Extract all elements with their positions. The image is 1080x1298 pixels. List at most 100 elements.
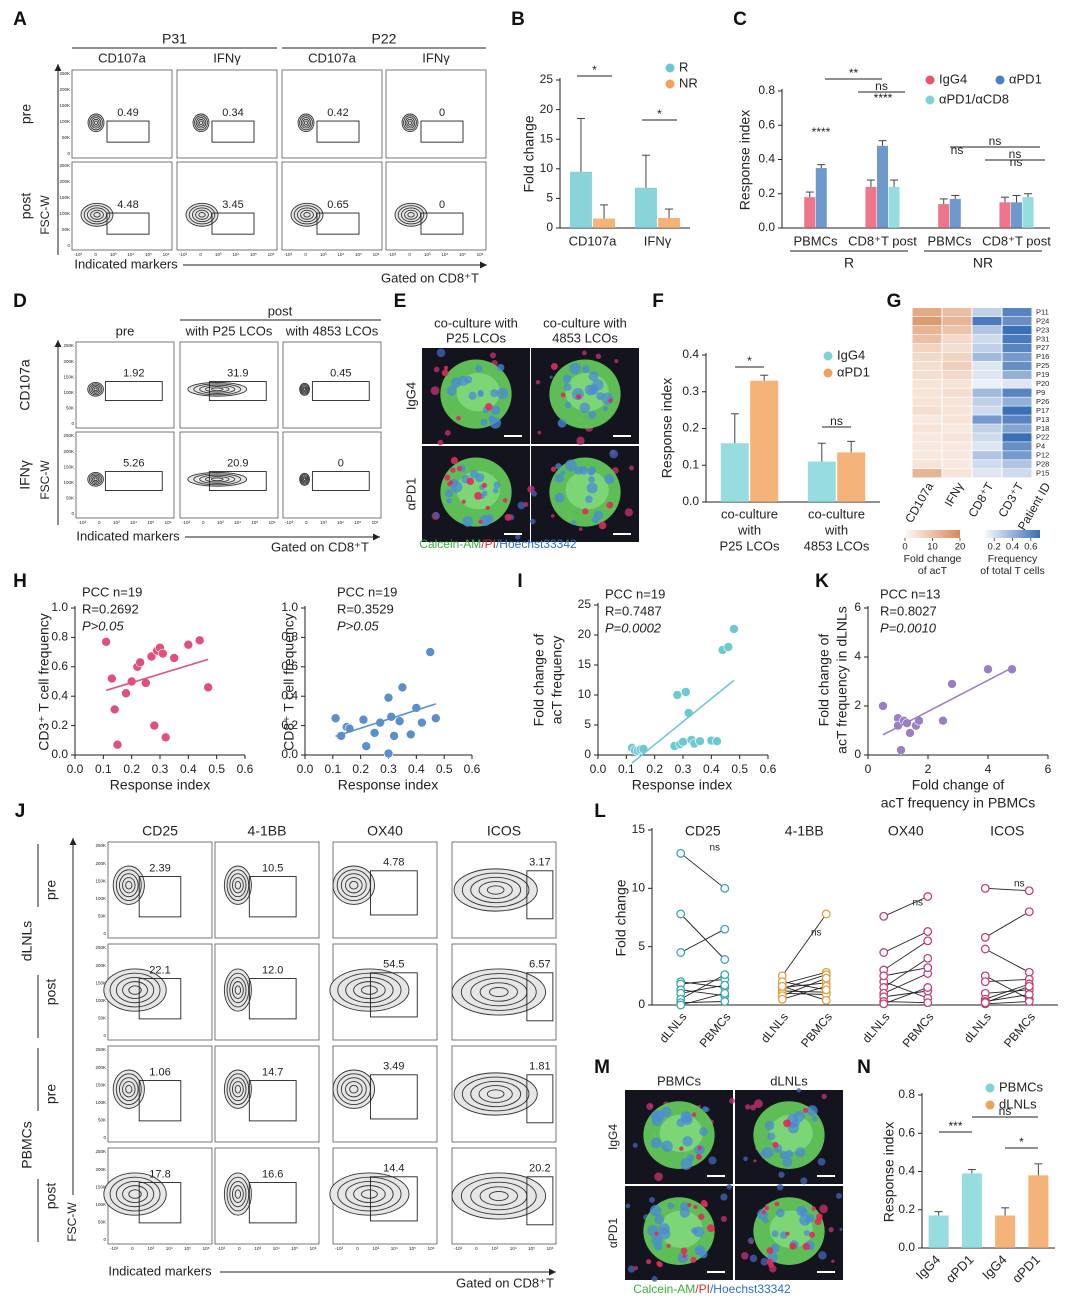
flow-tick: 0 — [304, 252, 307, 257]
gate — [369, 870, 418, 916]
pi-dot — [690, 1256, 697, 1263]
point — [821, 985, 831, 995]
cell-dot — [444, 429, 451, 436]
point — [905, 728, 915, 738]
x-tick-label: P25 LCOs — [720, 538, 780, 553]
row-label: P24 — [1036, 316, 1049, 325]
nucleus — [679, 1207, 690, 1218]
panel-letter: G — [887, 291, 902, 312]
x-tick-label: CD8⁺T post — [848, 233, 917, 248]
point — [878, 701, 888, 711]
nucleus — [803, 1230, 810, 1237]
stat-text: P>0.05 — [337, 618, 379, 633]
point — [431, 713, 441, 724]
point — [158, 648, 168, 659]
nucleus — [490, 389, 499, 398]
pi-dot — [802, 1242, 810, 1251]
pi-dot — [772, 1141, 779, 1148]
x-tick-label: 0.1 — [95, 762, 112, 776]
y-tick-label: 20 — [540, 102, 554, 116]
nucleus — [654, 1214, 665, 1225]
nucleus — [795, 1147, 806, 1158]
point — [879, 999, 889, 1009]
contour — [89, 115, 103, 131]
nucleus — [653, 1110, 665, 1121]
stat-text: R=0.7487 — [605, 603, 662, 618]
flow-plot — [71, 69, 173, 159]
flow-tick: 0 — [67, 151, 70, 156]
gate — [106, 212, 150, 235]
x-tick-label: 0.6 — [760, 762, 777, 776]
point — [720, 924, 730, 934]
pair-line — [883, 940, 928, 971]
contour — [90, 209, 104, 220]
arrow-head — [69, 838, 77, 845]
contour — [397, 205, 425, 225]
cell-dot — [729, 1097, 735, 1104]
legend-label: PBMCs — [999, 1079, 1044, 1094]
significance: ns — [830, 414, 843, 428]
point — [135, 657, 145, 668]
arrow-head — [54, 64, 62, 71]
flow-tick: 10⁴ — [441, 252, 448, 257]
flow-tick: 200K — [95, 963, 106, 968]
flow-tick: 10⁶ — [547, 1246, 554, 1251]
legend-swatch — [925, 75, 935, 85]
flow-tick: 0 — [408, 252, 411, 257]
contour — [199, 474, 236, 484]
point — [980, 883, 990, 893]
point — [169, 653, 179, 663]
stat-text: P>0.05 — [82, 618, 124, 633]
stat-text: R=0.8027 — [880, 603, 937, 618]
nucleus — [761, 1147, 774, 1159]
flow-tick: 250K — [95, 1047, 106, 1052]
cell-dot — [436, 348, 446, 358]
nucleus — [450, 377, 462, 388]
nucleus — [811, 1115, 818, 1122]
label: with 4853 LCOs — [285, 323, 379, 338]
flow-tick: 150K — [95, 878, 106, 883]
stat-text: PCC n=19 — [605, 586, 665, 601]
heat-cell — [942, 325, 972, 335]
gate-value: 0 — [439, 199, 445, 211]
pair-line — [680, 974, 725, 1000]
flow-tick: 0 — [98, 520, 101, 525]
legend-label: αPD1 — [837, 364, 870, 379]
heat-cell — [1002, 406, 1032, 415]
stat-text: PCC n=13 — [880, 586, 940, 601]
cell-dot — [632, 1142, 638, 1148]
flow-tick: 10⁵ — [459, 252, 466, 257]
significance: ns — [951, 143, 964, 157]
cell-dot — [490, 352, 496, 359]
y-tick-label: 15 — [578, 657, 592, 671]
y-tick-label: 1.0 — [281, 600, 298, 614]
contour — [479, 1186, 518, 1206]
row-label: P20 — [1036, 379, 1049, 388]
gate — [138, 1182, 182, 1224]
flow-tick: 0 — [356, 1246, 359, 1251]
flow-tick: 250K — [63, 343, 74, 348]
heat-cell — [942, 442, 972, 451]
y-tick-label: 0.4 — [682, 347, 699, 361]
point — [1024, 981, 1034, 991]
gate-value: 14.7 — [262, 1066, 283, 1078]
flow-tick: 10⁶ — [269, 520, 276, 525]
panel-letter: N — [857, 1057, 871, 1078]
contour — [122, 981, 148, 999]
y-tick-label: 25 — [578, 597, 592, 611]
color-scale — [905, 530, 960, 538]
nucleus — [649, 1204, 662, 1217]
nucleus — [604, 473, 615, 485]
pair-line — [985, 985, 1030, 1004]
stat-text: P=0.0010 — [880, 620, 937, 635]
flow-tick: 10⁴ — [337, 252, 344, 257]
flow-tick: 200K — [63, 359, 74, 364]
heat-cell — [942, 352, 972, 362]
flow-tick: -10³ — [179, 252, 188, 257]
pi-dot — [481, 482, 488, 488]
legend-swatch — [985, 1083, 995, 1093]
nucleus — [560, 470, 566, 476]
contour — [93, 387, 98, 392]
x-tick-label: 0.0 — [297, 762, 314, 776]
nucleus — [693, 1226, 705, 1238]
